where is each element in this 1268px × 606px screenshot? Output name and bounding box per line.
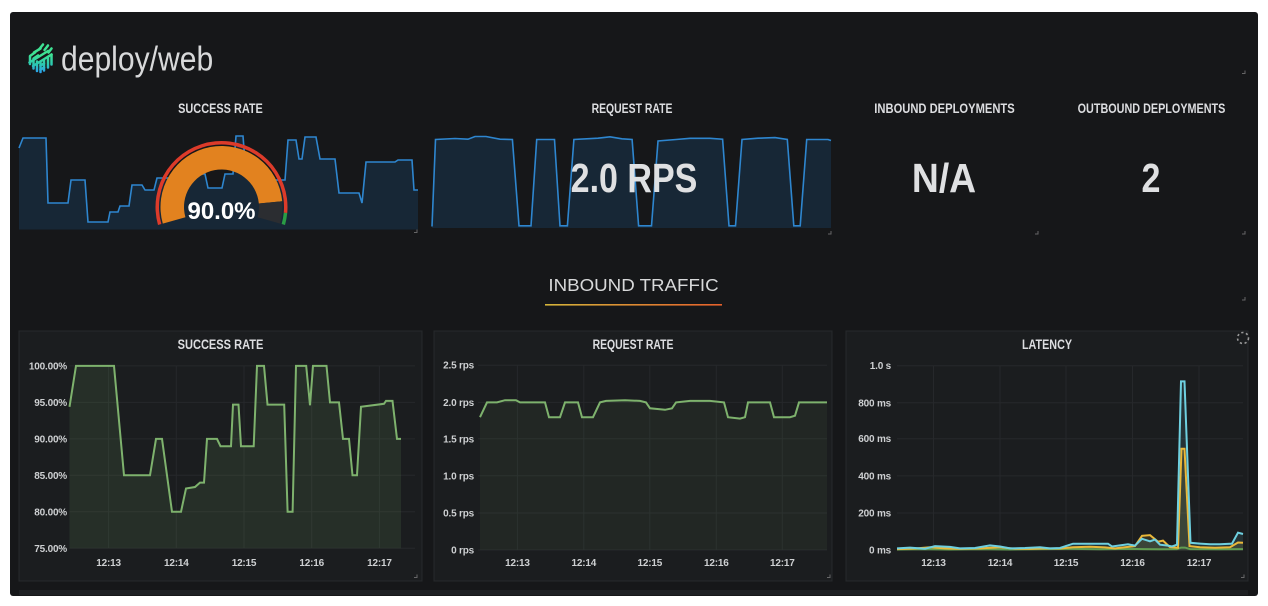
- svg-text:12:15: 12:15: [232, 558, 257, 569]
- svg-text:LATENCY: LATENCY: [1022, 337, 1073, 353]
- svg-text:1.0 rps: 1.0 rps: [443, 471, 474, 482]
- svg-text:12:17: 12:17: [1187, 558, 1212, 569]
- svg-text:90.00%: 90.00%: [34, 434, 67, 445]
- svg-text:0 ms: 0 ms: [869, 546, 892, 557]
- svg-text:12:13: 12:13: [921, 558, 946, 569]
- svg-text:2.0 RPS: 2.0 RPS: [571, 155, 698, 201]
- svg-text:12:16: 12:16: [299, 558, 324, 569]
- svg-text:12:14: 12:14: [572, 558, 597, 569]
- svg-text:12:13: 12:13: [505, 558, 530, 569]
- svg-text:12:16: 12:16: [704, 558, 729, 569]
- svg-text:12:14: 12:14: [988, 558, 1013, 569]
- svg-text:INBOUND TRAFFIC: INBOUND TRAFFIC: [548, 274, 718, 295]
- svg-text:12:15: 12:15: [638, 558, 663, 569]
- svg-text:400 ms: 400 ms: [858, 471, 891, 482]
- svg-text:0 rps: 0 rps: [451, 546, 475, 557]
- svg-text:100.00%: 100.00%: [29, 361, 67, 372]
- svg-text:SUCCESS RATE: SUCCESS RATE: [178, 337, 264, 353]
- svg-text:12:16: 12:16: [1120, 558, 1145, 569]
- svg-text:2.5 rps: 2.5 rps: [443, 361, 474, 372]
- svg-text:1.0 s: 1.0 s: [870, 361, 892, 372]
- svg-text:INBOUND DEPLOYMENTS: INBOUND DEPLOYMENTS: [874, 101, 1014, 116]
- svg-text:REQUEST RATE: REQUEST RATE: [593, 337, 674, 353]
- svg-text:12:14: 12:14: [164, 558, 189, 569]
- svg-text:200 ms: 200 ms: [858, 509, 891, 520]
- svg-text:12:17: 12:17: [770, 558, 795, 569]
- svg-text:95.00%: 95.00%: [34, 398, 67, 409]
- svg-text:80.00%: 80.00%: [34, 507, 67, 518]
- svg-text:85.00%: 85.00%: [34, 471, 67, 482]
- svg-text:600 ms: 600 ms: [858, 434, 891, 445]
- svg-text:90.0%: 90.0%: [187, 198, 255, 225]
- svg-text:SUCCESS RATE: SUCCESS RATE: [178, 101, 263, 117]
- svg-text:N/A: N/A: [912, 156, 976, 201]
- svg-text:12:15: 12:15: [1054, 558, 1079, 569]
- svg-text:75.00%: 75.00%: [34, 544, 67, 555]
- svg-text:0.5 rps: 0.5 rps: [443, 509, 474, 520]
- svg-text:12:13: 12:13: [96, 558, 121, 569]
- svg-text:2: 2: [1142, 155, 1161, 201]
- svg-text:12:17: 12:17: [367, 558, 392, 569]
- svg-text:2.0 rps: 2.0 rps: [443, 398, 474, 409]
- svg-text:REQUEST RATE: REQUEST RATE: [592, 101, 673, 117]
- svg-text:1.5 rps: 1.5 rps: [443, 434, 474, 445]
- svg-text:OUTBOUND DEPLOYMENTS: OUTBOUND DEPLOYMENTS: [1078, 101, 1226, 117]
- svg-text:deploy/web: deploy/web: [61, 40, 213, 78]
- svg-text:800 ms: 800 ms: [858, 398, 891, 409]
